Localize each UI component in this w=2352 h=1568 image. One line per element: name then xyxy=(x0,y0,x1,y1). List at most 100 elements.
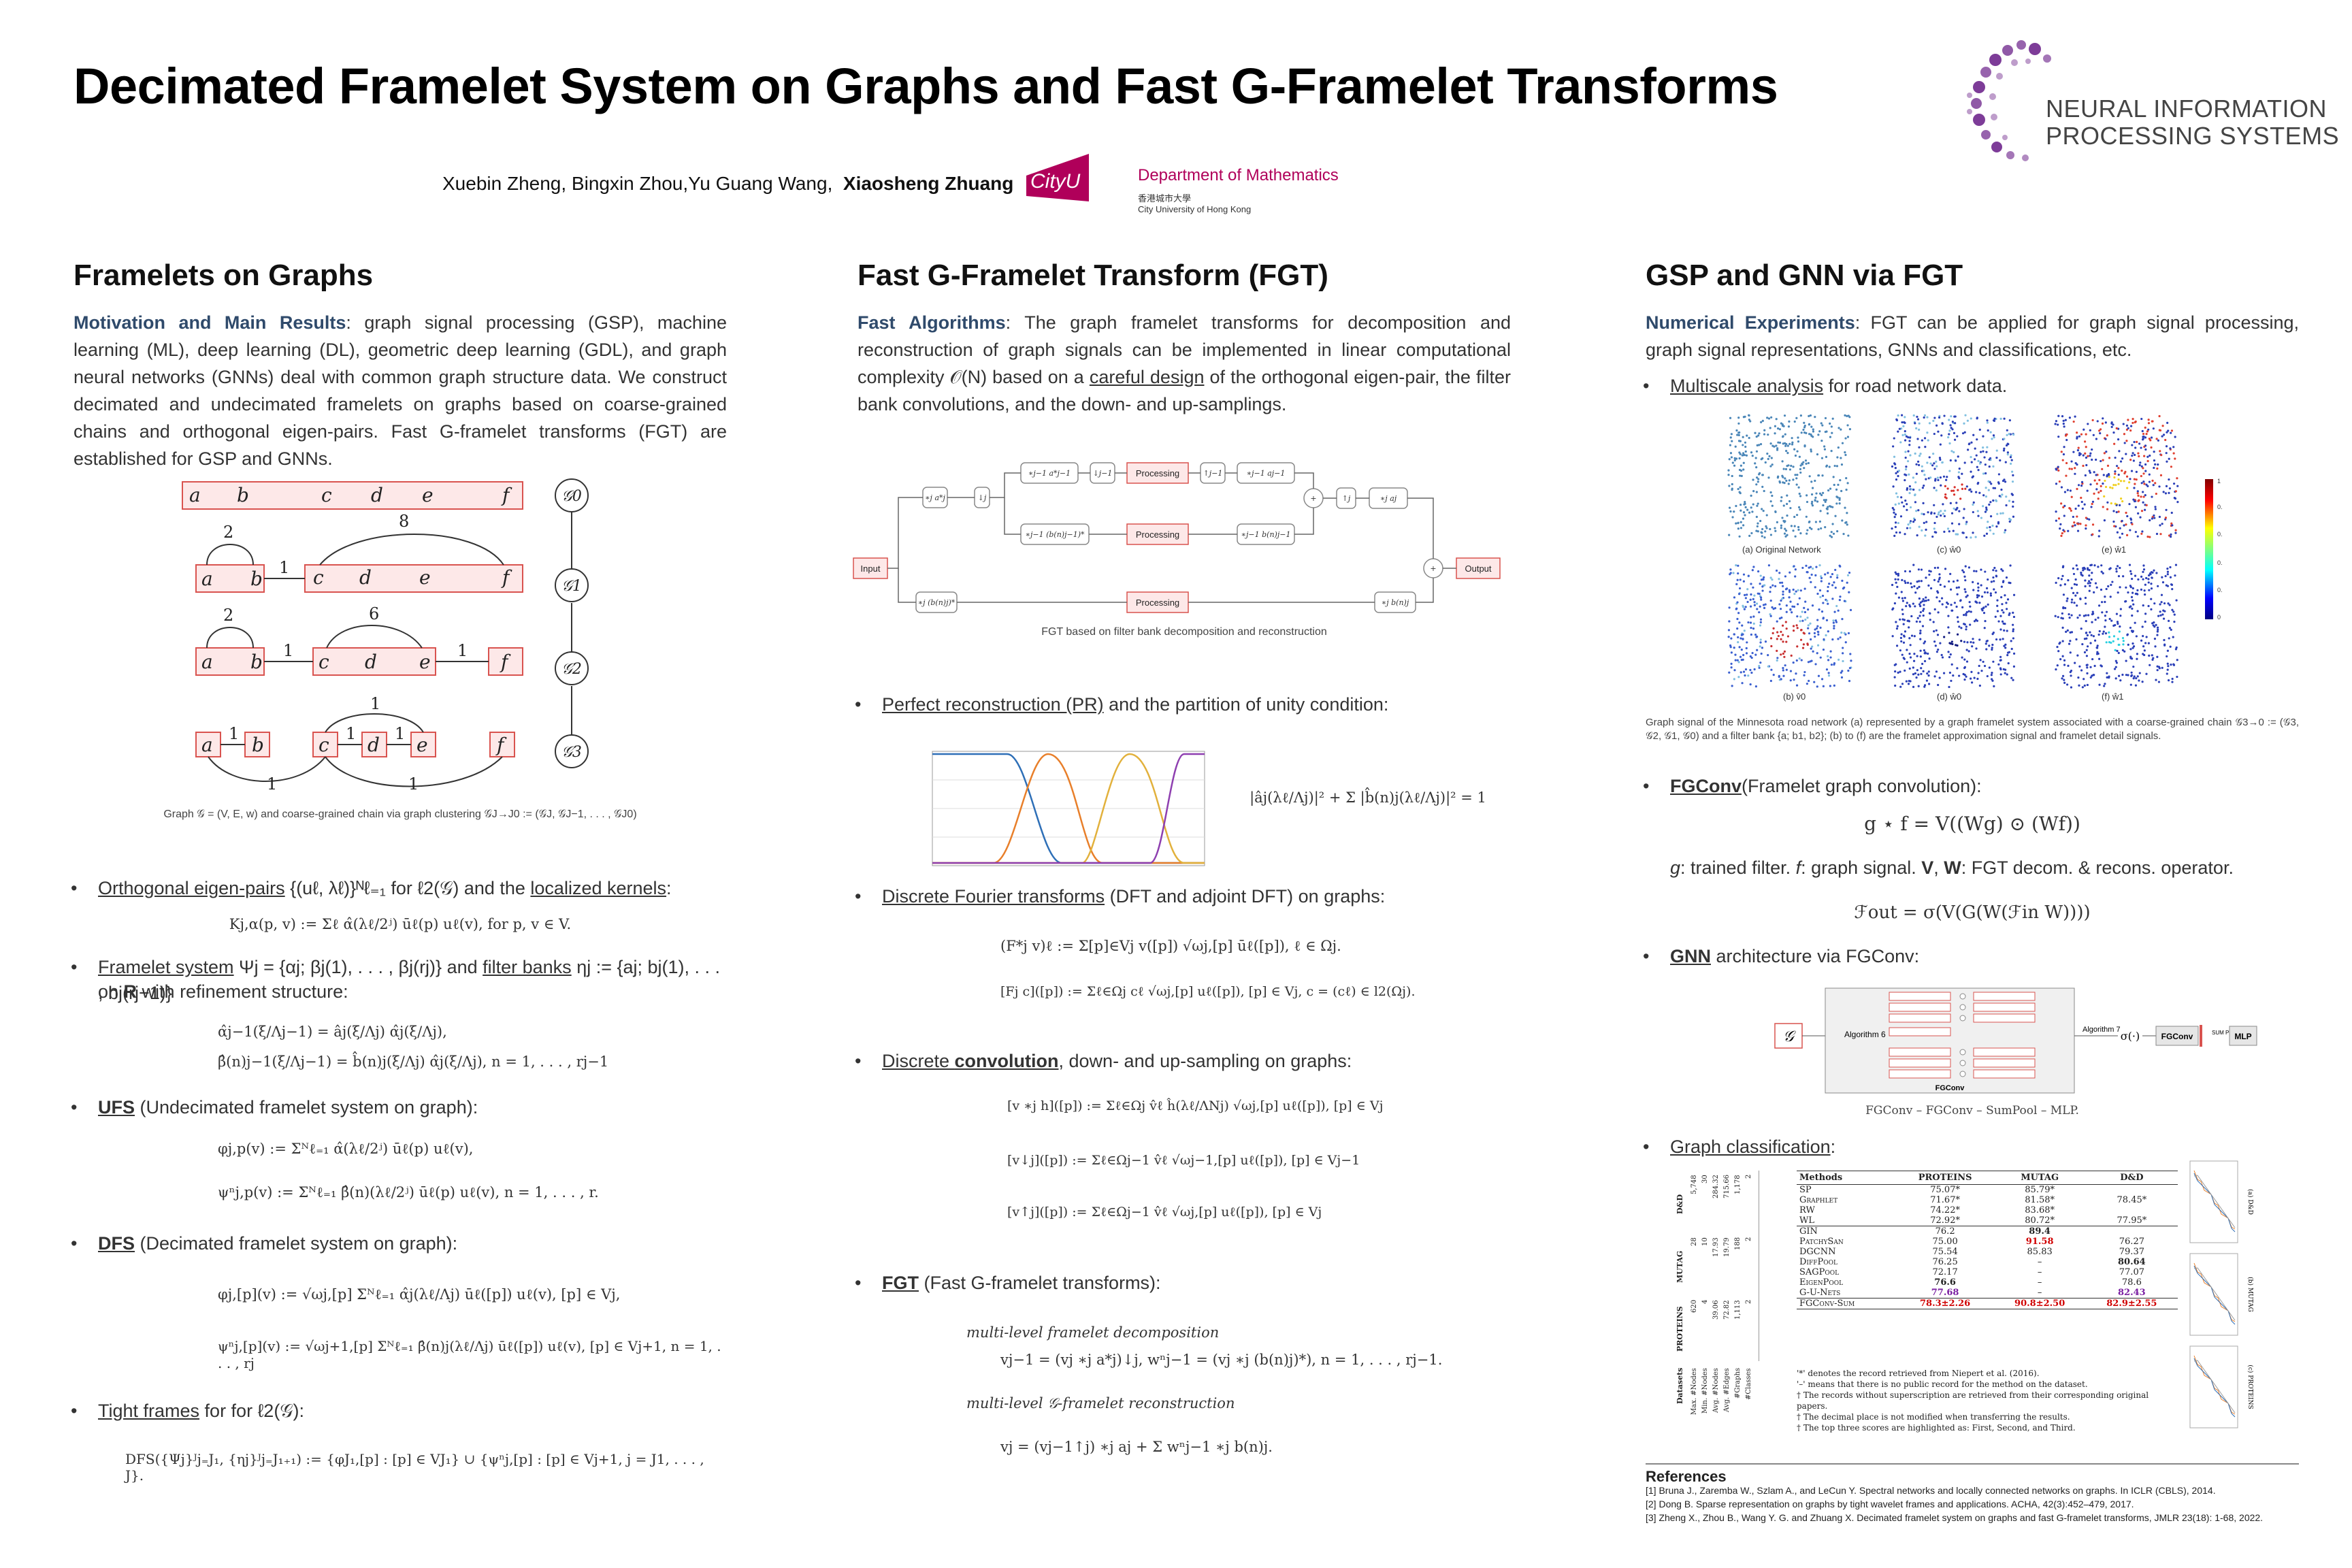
road-node xyxy=(1765,525,1767,527)
road-node xyxy=(2147,428,2150,431)
road-node xyxy=(2114,456,2117,459)
road-node xyxy=(1984,510,1987,513)
lead-label: Numerical Experiments xyxy=(1646,312,1855,333)
road-node xyxy=(2069,640,2072,642)
road-node xyxy=(2087,423,2089,425)
road-node xyxy=(2116,621,2119,623)
road-node xyxy=(2072,451,2075,453)
road-node xyxy=(2165,508,2168,511)
road-node xyxy=(1793,420,1796,423)
link-dft[interactable]: Discrete Fourier transforms xyxy=(882,886,1105,906)
road-node xyxy=(2140,465,2143,468)
link-convolution[interactable]: convolution xyxy=(954,1051,1059,1071)
road-node xyxy=(1975,570,1978,572)
road-node xyxy=(1759,641,1762,644)
road-node xyxy=(1924,446,1927,448)
road-node xyxy=(2127,419,2129,421)
road-node xyxy=(1989,525,1991,529)
road-node xyxy=(1848,416,1851,419)
road-node xyxy=(1841,442,1844,444)
road-node xyxy=(2010,462,2012,465)
road-node xyxy=(1750,593,1752,596)
road-node xyxy=(2108,617,2111,621)
road-node xyxy=(2156,634,2159,636)
stat-label: #Classes xyxy=(1745,1368,1752,1400)
road-node xyxy=(1798,597,1801,600)
road-node xyxy=(1769,599,1772,602)
link-dfs[interactable]: DFS xyxy=(98,1233,135,1254)
road-node xyxy=(2003,417,2006,420)
road-node xyxy=(2085,614,2087,617)
edge-weight: 8 xyxy=(399,512,409,531)
link-eigenpairs[interactable]: Orthogonal eigen-pairs xyxy=(98,878,285,898)
road-node xyxy=(1759,583,1761,585)
road-node xyxy=(1992,465,1995,468)
road-node xyxy=(1901,434,1904,436)
road-node xyxy=(2055,581,2057,584)
road-node xyxy=(1784,529,1788,532)
road-node xyxy=(2076,529,2080,532)
road-node xyxy=(1826,512,1829,514)
road-node xyxy=(1970,455,1972,459)
link-pr[interactable]: Perfect reconstruction (PR) xyxy=(882,694,1104,715)
road-node xyxy=(1833,464,1836,468)
road-node xyxy=(1792,661,1795,664)
link-fgt[interactable]: FGT xyxy=(882,1273,919,1293)
road-node xyxy=(2159,533,2162,536)
road-node xyxy=(1926,416,1929,419)
road-node xyxy=(2102,506,2104,508)
road-node xyxy=(1958,477,1961,480)
road-node xyxy=(1956,667,1959,670)
flow-processing-label: Processing xyxy=(1136,529,1179,540)
link-framelet-system[interactable]: Framelet system xyxy=(98,957,234,977)
road-node xyxy=(1751,569,1754,572)
link-filter-banks[interactable]: filter banks xyxy=(483,957,572,977)
road-node xyxy=(1943,636,1946,638)
road-node xyxy=(2097,633,2100,636)
link-careful-design[interactable]: careful design xyxy=(1089,367,1205,387)
road-node xyxy=(1754,685,1758,688)
road-node xyxy=(1815,566,1818,568)
road-node xyxy=(2078,435,2081,438)
stat-label: Min. #Nodes xyxy=(1701,1368,1709,1414)
road-node xyxy=(2121,457,2124,460)
road-node xyxy=(1786,635,1790,638)
road-node xyxy=(1769,427,1771,429)
link-fgconv[interactable]: FGConv xyxy=(1670,776,1742,796)
road-node xyxy=(1914,422,1916,425)
road-node xyxy=(2091,523,2095,526)
road-node xyxy=(1903,635,1906,638)
road-node xyxy=(1963,575,1966,578)
road-node xyxy=(1980,595,1984,598)
road-node xyxy=(1894,578,1897,581)
link-multiscale[interactable]: Multiscale analysis xyxy=(1670,376,1824,396)
road-node xyxy=(2170,466,2173,468)
road-node xyxy=(1908,440,1911,442)
road-node xyxy=(2108,675,2110,678)
road-node xyxy=(2119,480,2123,483)
link-ufs[interactable]: UFS xyxy=(98,1097,135,1117)
road-node xyxy=(2004,647,2007,649)
road-node xyxy=(1784,588,1788,591)
link-discrete[interactable]: Discrete xyxy=(882,1051,955,1071)
road-node xyxy=(2074,461,2077,465)
road-node xyxy=(1776,659,1778,662)
road-node xyxy=(1762,578,1765,581)
road-node xyxy=(1740,658,1743,662)
road-node xyxy=(1976,417,1978,420)
eq-partition-unity: |âj(λℓ/Λj)|² + Σ |b̂(n)j(λℓ/Λj)|² = 1 xyxy=(1250,789,1486,806)
road-node xyxy=(2140,639,2143,642)
edge-weight: 1 xyxy=(229,724,239,743)
link-kernels[interactable]: localized kernels xyxy=(530,878,667,898)
link-gnn[interactable]: GNN xyxy=(1670,946,1711,966)
road-node xyxy=(1917,568,1921,571)
road-node xyxy=(1923,437,1927,440)
road-node xyxy=(1782,590,1784,593)
link-tight-frames[interactable]: Tight frames xyxy=(98,1401,200,1421)
table-notes: '*' denotes the record retrieved from Ni… xyxy=(1797,1368,2178,1433)
road-node xyxy=(1837,609,1840,612)
road-node xyxy=(1742,670,1746,673)
road-node xyxy=(1899,531,1901,534)
road-node xyxy=(1848,591,1850,593)
link-graph-classification[interactable]: Graph classification xyxy=(1670,1137,1831,1157)
